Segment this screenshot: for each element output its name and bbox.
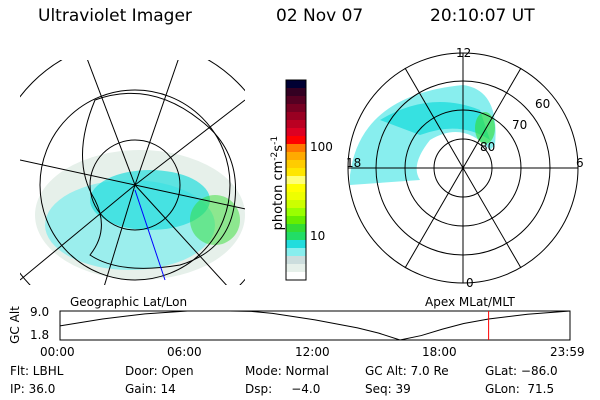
colorbar-swatch	[286, 272, 306, 281]
colorbar-swatch	[286, 168, 306, 177]
geographic-map	[20, 60, 245, 285]
polar-aurora	[350, 85, 496, 185]
seq-status: Seq: 39	[365, 382, 411, 396]
y-tick-min: 1.8	[30, 328, 50, 342]
lat-label-70: 70	[512, 118, 528, 132]
lat-label-60: 60	[535, 97, 551, 111]
instrument-title: Ultraviolet Imager	[38, 6, 192, 26]
mlt-label-0: 0	[466, 276, 474, 290]
colorbar-swatch	[286, 128, 306, 137]
y-axis-label: GC Alt	[7, 306, 22, 344]
door-status: Door: Open	[125, 364, 194, 378]
mlt-label-18: 18	[346, 156, 362, 170]
colorbar-swatch	[286, 232, 306, 241]
colorbar-swatch	[286, 136, 306, 145]
altitude-chart	[59, 310, 571, 341]
ip-status: IP: 36.0	[10, 382, 56, 396]
glat-status: GLat: −86.0	[485, 364, 558, 378]
gain-status: Gain: 14	[125, 382, 176, 396]
left-map-label: Geographic Lat/Lon	[70, 295, 188, 309]
colorbar-tick-100: 100	[310, 140, 333, 154]
colorbar-swatch	[286, 176, 306, 185]
colorbar-swatch	[286, 256, 306, 265]
colorbar-swatch	[286, 144, 306, 153]
colorbar-unit: photon cm-2s-1	[269, 135, 287, 231]
colorbar-swatch	[286, 192, 306, 201]
mlt-label-12: 12	[456, 46, 472, 60]
x-tick: 18:00	[422, 345, 457, 359]
colorbar-swatch	[286, 80, 306, 89]
colorbar-swatch	[286, 216, 306, 225]
date-label: 02 Nov 07	[276, 6, 364, 26]
colorbar-swatch	[286, 104, 306, 113]
colorbar-swatch	[286, 120, 306, 129]
colorbar-swatch	[286, 88, 306, 97]
polar-map	[347, 52, 579, 284]
x-tick: 00:00	[40, 345, 75, 359]
lat-label-80: 80	[480, 140, 496, 154]
x-tick: 06:00	[167, 345, 202, 359]
glon-status: GLon: 71.5	[485, 382, 555, 396]
colorbar-swatch	[286, 96, 306, 105]
colorbar-swatch	[286, 240, 306, 249]
colorbar-swatch	[286, 208, 306, 217]
colorbar	[286, 80, 306, 281]
dsp-status: Dsp: −4.0	[245, 382, 321, 396]
colorbar-swatch	[286, 112, 306, 121]
time-label: 20:10:07 UT	[430, 6, 535, 26]
x-tick: 12:00	[295, 345, 330, 359]
colorbar-swatch	[286, 224, 306, 233]
colorbar-swatch	[286, 248, 306, 257]
colorbar-swatch	[286, 160, 306, 169]
meridian-line	[134, 189, 166, 281]
colorbar-swatch	[286, 184, 306, 193]
colorbar-swatch	[286, 264, 306, 273]
coastline	[82, 92, 237, 269]
mlt-label-6: 6	[576, 156, 584, 170]
right-map-label: Apex MLat/MLT	[425, 295, 515, 309]
y-tick-max: 9.0	[30, 305, 50, 319]
altitude-line	[59, 310, 571, 341]
colorbar-tick-10: 10	[310, 229, 326, 243]
mode-status: Mode: Normal	[245, 364, 329, 378]
colorbar-swatch	[286, 200, 306, 209]
colorbar-swatch	[286, 152, 306, 161]
filter-status: Flt: LBHL	[10, 364, 64, 378]
x-tick: 23:59	[550, 345, 585, 359]
gc-alt-status: GC Alt: 7.0 Re	[365, 364, 449, 378]
